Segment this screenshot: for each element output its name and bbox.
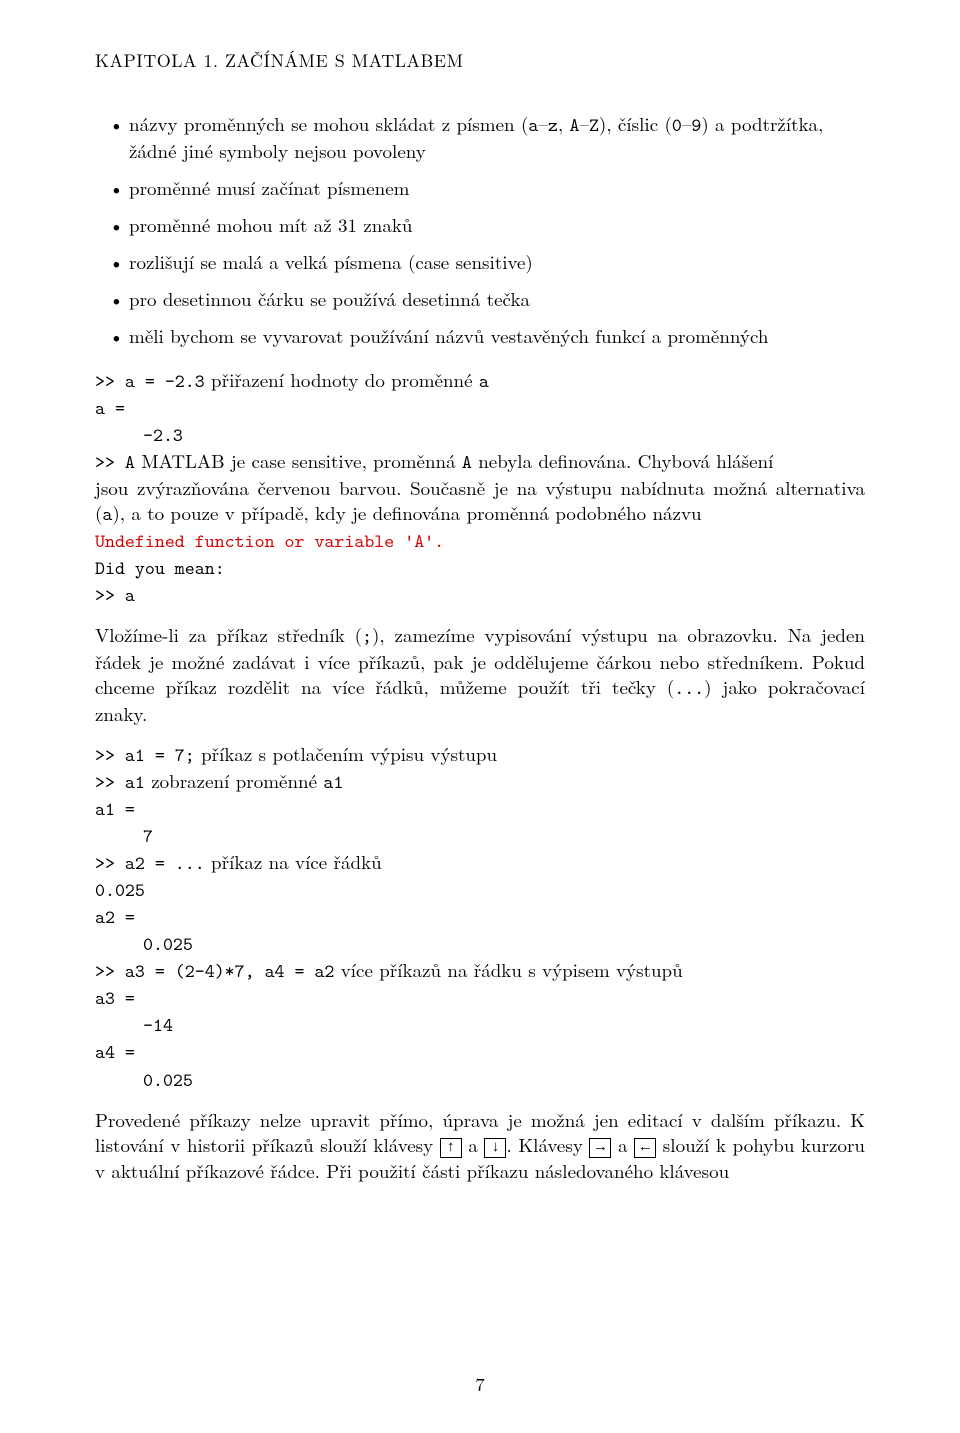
comment: přiřazení hodnoty do proměnné (205, 366, 479, 393)
tt: >> a3 = (2-4)*7, a4 = a2 (95, 959, 334, 984)
text: – (682, 110, 692, 137)
tt: a (528, 113, 538, 138)
text: a (611, 1131, 634, 1158)
text: názvy proměnných se mohou skládat z písm… (129, 110, 528, 137)
tt: >> a1 (95, 770, 145, 795)
text: Vložíme-li za příkaz středník ( (95, 621, 362, 648)
code-line: 0.025 (95, 1068, 865, 1093)
page-number: 7 (0, 1370, 960, 1397)
text: ), a to pouze v případě, kdy je definová… (112, 499, 701, 526)
tt: >> A (95, 450, 135, 475)
paragraph: Vložíme-li za příkaz středník (;), zamez… (95, 622, 865, 726)
tt: Z (589, 113, 599, 138)
code-line: a4 = (95, 1040, 865, 1065)
text: – (579, 110, 589, 137)
text: měli bychom se vyvarovat používání názvů… (129, 322, 768, 349)
bullet-item: proměnné mohou mít až 31 znaků (95, 212, 865, 237)
comment: zobrazení proměnné (145, 767, 324, 794)
code-line: >> a3 = (2-4)*7, a4 = a2 více příkazů na… (95, 957, 865, 984)
tt: a1 (323, 770, 343, 795)
comment: příkaz s potlačením výpisu výstupu (195, 740, 497, 767)
text: , (558, 110, 570, 137)
code-line: 0.025 (95, 878, 865, 903)
bullet-list: názvy proměnných se mohou skládat z písm… (95, 111, 865, 349)
paragraph: Provedené příkazy nelze upravit přímo, ú… (95, 1107, 865, 1183)
key-up-icon: ↑ (440, 1138, 462, 1158)
tt: >> a1 = 7; (95, 743, 195, 768)
key-down-icon: ↓ (484, 1138, 506, 1158)
tt: 9 (691, 113, 701, 138)
code-line: >> a2 = ... příkaz na více řádků (95, 849, 865, 876)
text: a (462, 1131, 485, 1158)
code-line: a2 = (95, 905, 865, 930)
tt: >> a = -2.3 (95, 369, 205, 394)
text: ), číslic ( (599, 110, 672, 137)
text: – (538, 110, 548, 137)
code-line: a = (95, 396, 865, 421)
tt: ; (362, 624, 372, 649)
comment: více příkazů na řádku s výpisem výstupů (334, 956, 682, 983)
code-line: -2.3 (95, 423, 865, 448)
bullet-item: pro desetinnou čárku se používá desetinn… (95, 286, 865, 311)
tt: z (548, 113, 558, 138)
code-line: >> a (95, 583, 865, 608)
tt: A (569, 113, 579, 138)
bullet-item: měli bychom se vyvarovat používání názvů… (95, 323, 865, 348)
chapter-header: KAPITOLA 1. ZAČÍNÁME S MATLABEM (95, 48, 865, 73)
code-line: -14 (95, 1013, 865, 1038)
error-line: Undefined function or variable 'A'. (95, 529, 865, 554)
code-line: >> A MATLAB je case sensitive, proměnná … (95, 448, 865, 475)
comment: MATLAB je case sensitive, proměnná (135, 447, 462, 474)
tt: ... (674, 676, 704, 701)
comment: příkaz na více řádků (205, 848, 382, 875)
code-line: a1 = (95, 797, 865, 822)
text: pro desetinnou čárku se používá desetinn… (129, 285, 530, 312)
tt: A (462, 450, 472, 475)
text: . Klávesy (506, 1131, 589, 1158)
tt: a (102, 502, 112, 527)
code-line: 7 (95, 824, 865, 849)
code-line: a3 = (95, 986, 865, 1011)
tt: >> a2 = ... (95, 851, 205, 876)
code-line: >> a1 zobrazení proměnné a1 (95, 768, 865, 795)
key-left-icon: ← (634, 1138, 656, 1158)
key-right-icon: → (589, 1138, 611, 1158)
bullet-item: proměnné musí začínat písmenem (95, 175, 865, 200)
code-line: Did you mean: (95, 556, 865, 581)
code-line: 0.025 (95, 932, 865, 957)
bullet-item: rozlišují se malá a velká písmena (case … (95, 249, 865, 274)
tt: 0 (672, 113, 682, 138)
code-line: >> a = -2.3 přiřazení hodnoty do proměnn… (95, 367, 865, 394)
text: proměnné musí začínat písmenem (129, 174, 409, 201)
paragraph: jsou zvýrazňována červenou barvou. Souča… (95, 475, 865, 527)
code-line: >> a1 = 7; příkaz s potlačením výpisu vý… (95, 741, 865, 768)
tt: a (479, 369, 489, 394)
bullet-item: názvy proměnných se mohou skládat z písm… (95, 111, 865, 163)
comment: nebyla definována. Chybová hlášení (472, 447, 774, 474)
text: rozlišují se malá a velká písmena (case … (129, 248, 533, 275)
text: proměnné mohou mít až 31 znaků (129, 211, 412, 238)
